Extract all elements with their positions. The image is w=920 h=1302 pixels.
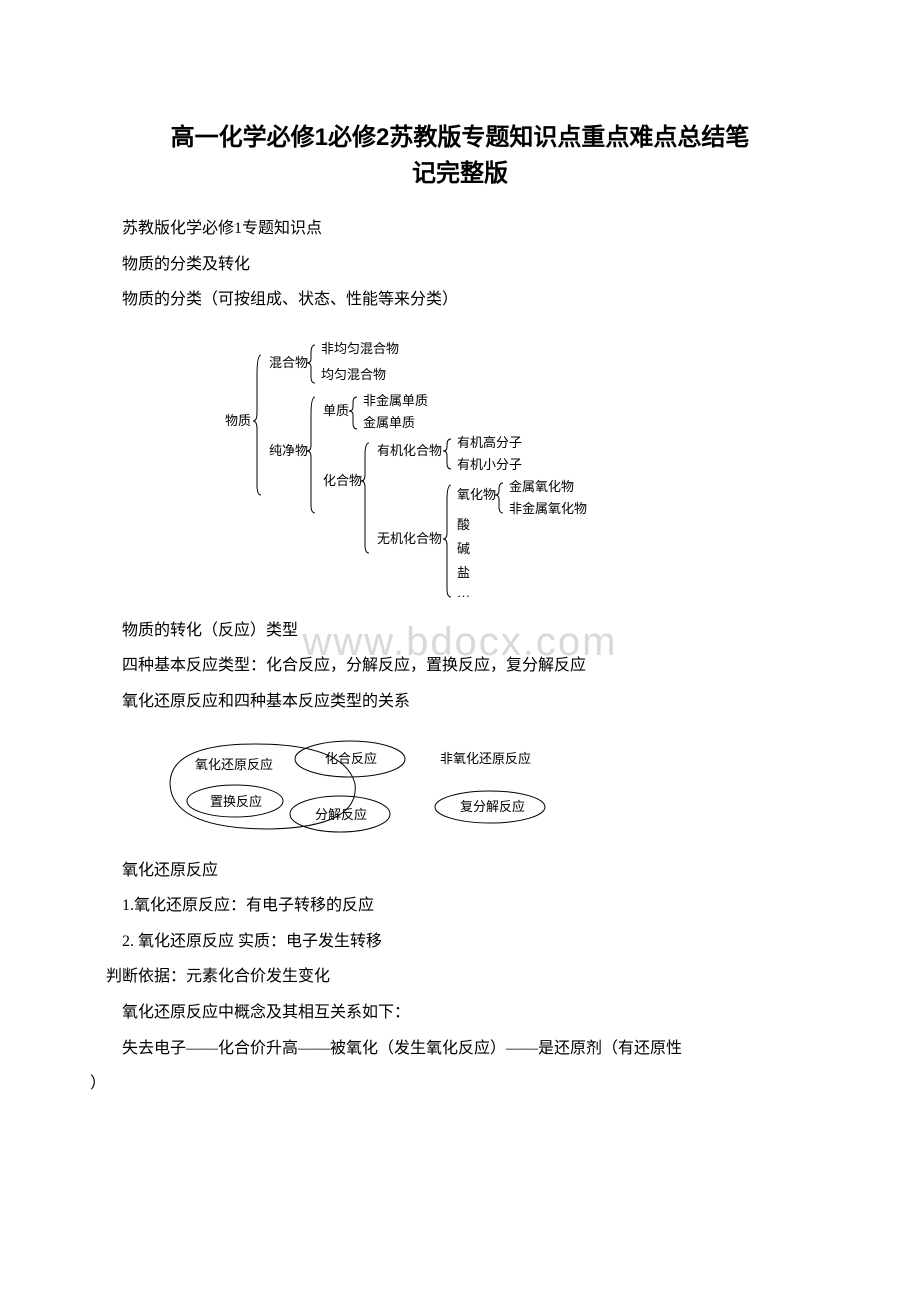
para-11: 氧化还原反应中概念及其相互关系如下：	[90, 996, 830, 1030]
tree-oxide2: 非金属氧化物	[509, 501, 587, 516]
venn-disp: 置换反应	[210, 794, 262, 809]
classification-tree-diagram: 物质 混合物 非均匀混合物 均匀混合物 纯净物 单质 非金属单质 金属单质 化合…	[140, 325, 830, 610]
venn-comb: 化合反应	[325, 751, 377, 766]
tree-salt: 盐	[457, 565, 470, 580]
para-3: 物质的分类（可按组成、状态、性能等来分类）	[90, 283, 830, 317]
venn-diagram: 氧化还原反应 化合反应 非氧化还原反应 置换反应 分解反应 复分解反应	[160, 729, 830, 844]
para-13: ）	[90, 1067, 830, 1101]
venn-decomp: 分解反应	[315, 807, 367, 822]
tree-comp: 化合物	[323, 473, 362, 488]
title-line-2: 记完整版	[412, 160, 508, 187]
para-4: 物质的转化（反应）类型	[90, 614, 830, 648]
venn-nonredox: 非氧化还原反应	[440, 751, 531, 766]
title-line-1: 高一化学必修1必修2苏教版专题知识点重点难点总结笔	[171, 124, 750, 151]
tree-elem: 单质	[323, 403, 349, 418]
tree-org2: 有机小分子	[457, 457, 522, 472]
tree-root: 物质	[225, 413, 251, 428]
tree-acid: 酸	[457, 517, 470, 532]
para-7: 氧化还原反应	[90, 854, 830, 888]
tree-dots: …	[457, 585, 470, 600]
tree-org: 有机化合物	[377, 443, 442, 458]
venn-svg: 氧化还原反应 化合反应 非氧化还原反应 置换反应 分解反应 复分解反应	[160, 729, 600, 839]
para-12: 失去电子——化合价升高——被氧化（发生氧化反应）——是还原剂（有还原性	[90, 1032, 830, 1066]
tree-org1: 有机高分子	[457, 435, 522, 450]
para-10: 判断依据：元素化合价发生变化	[90, 960, 830, 994]
tree-oxide1: 金属氧化物	[509, 479, 574, 494]
tree-mix2: 均匀混合物	[321, 367, 386, 382]
tree-mix: 混合物	[269, 355, 308, 370]
tree-mix1: 非均匀混合物	[321, 341, 399, 356]
para-8: 1.氧化还原反应：有电子转移的反应	[90, 889, 830, 923]
tree-inorg: 无机化合物	[377, 531, 442, 546]
page-title: 高一化学必修1必修2苏教版专题知识点重点难点总结笔 记完整版	[90, 120, 830, 192]
para-6: 氧化还原反应和四种基本反应类型的关系	[90, 685, 830, 719]
para-1: 苏教版化学必修1专题知识点	[90, 212, 830, 246]
tree-pure: 纯净物	[269, 443, 308, 458]
tree-elem1: 非金属单质	[363, 393, 428, 408]
para-5: 四种基本反应类型：化合反应，分解反应，置换反应，复分解反应	[90, 649, 830, 683]
tree-elem2: 金属单质	[363, 415, 415, 430]
para-2: 物质的分类及转化	[90, 248, 830, 282]
tree-svg: 物质 混合物 非均匀混合物 均匀混合物 纯净物 单质 非金属单质 金属单质 化合…	[225, 325, 745, 605]
tree-oxide: 氧化物	[457, 487, 496, 502]
venn-meta: 复分解反应	[460, 799, 525, 814]
venn-redox: 氧化还原反应	[195, 757, 273, 772]
tree-base: 碱	[457, 541, 470, 556]
para-9: 2. 氧化还原反应 实质：电子发生转移	[90, 925, 830, 959]
